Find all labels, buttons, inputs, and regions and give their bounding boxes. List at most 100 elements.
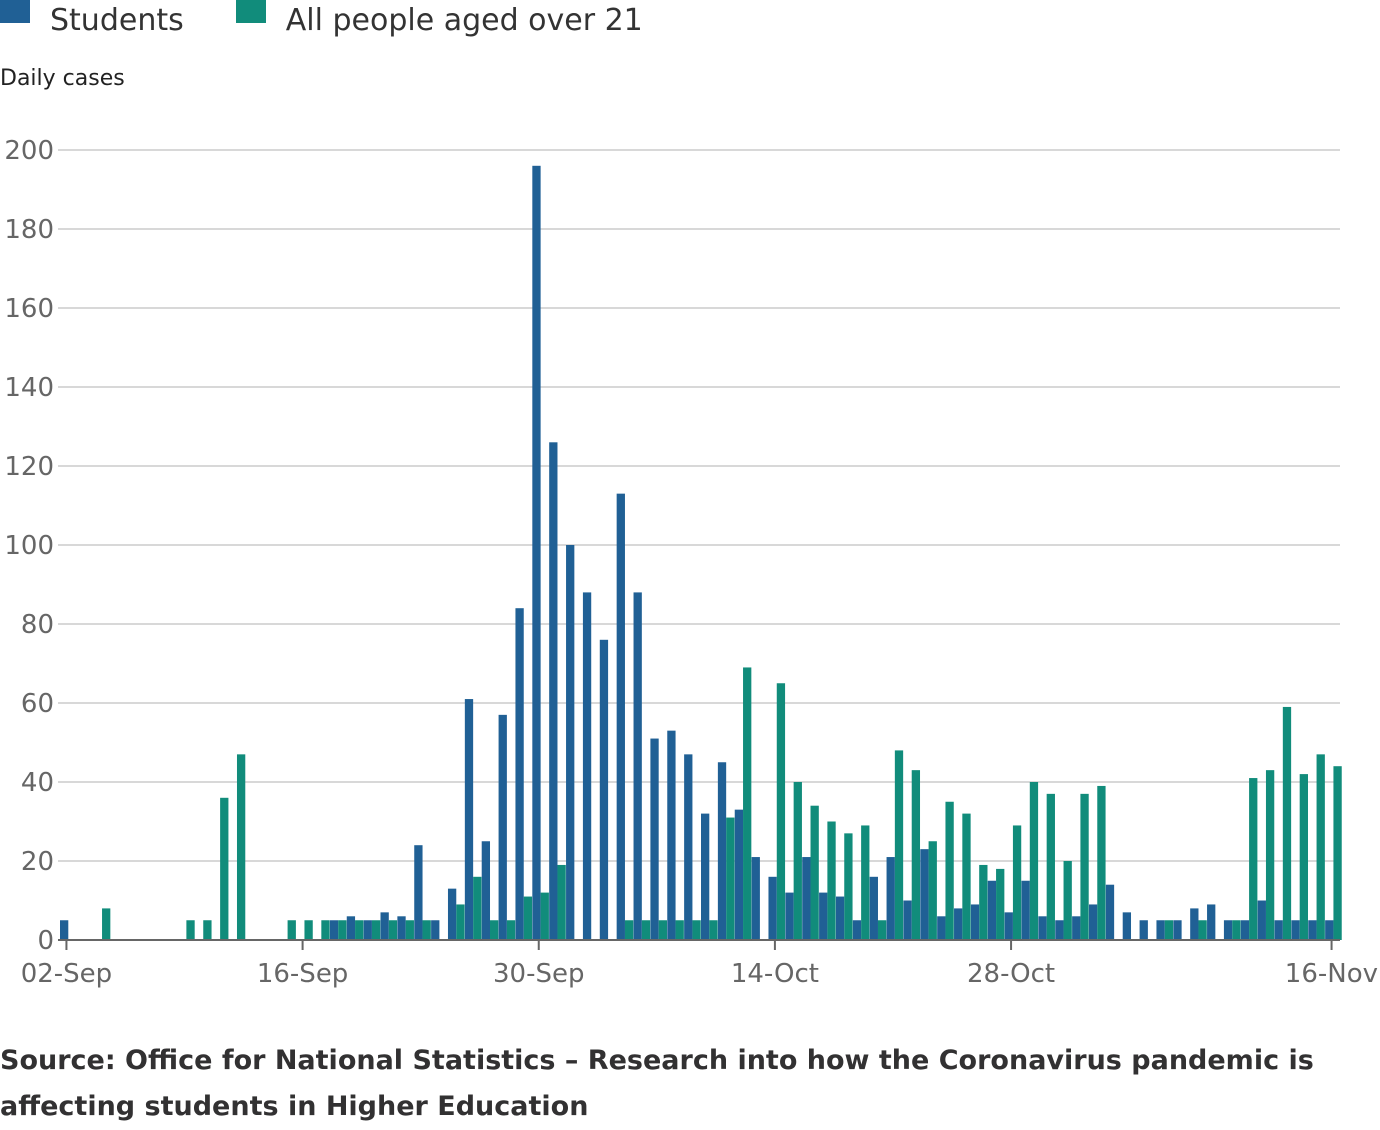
students-bar [1122,912,1132,940]
over21-bar [422,920,431,940]
students-bar [701,813,710,940]
students-bar [1240,920,1250,940]
over21-bar [456,904,465,940]
students-bar [346,916,356,940]
over21-bar [726,817,735,940]
over21-bar [641,920,651,940]
over21-bar [321,920,330,940]
students-bar [717,762,727,940]
students-bar [954,908,963,940]
students-bar [515,608,524,940]
students-bar [970,904,980,940]
over21-bar [844,833,853,940]
students-bar [650,738,659,940]
x-tick-label: 16-Sep [257,959,348,989]
x-tick-label: 16-Nov [1285,959,1378,989]
over21-bar [624,920,634,940]
y-tick-label: 180 [4,215,54,245]
x-tick-label: 28-Oct [967,959,1055,989]
students-bar [1291,920,1300,940]
over21-bar [1029,782,1039,940]
students-bar [734,809,744,940]
students-bar [380,912,389,940]
students-bar [1173,920,1182,940]
over21-bar [793,782,802,940]
over21-bar [1012,825,1022,940]
y-tick-label: 0 [37,926,54,956]
over21-bar [220,797,229,940]
students-bar [1190,908,1199,940]
over21-bar [1080,793,1089,940]
students-bar [1038,916,1047,940]
over21-bar [1265,770,1275,940]
students-bar [447,888,457,940]
over21-bar [287,920,296,940]
y-tick-label: 20 [21,847,54,877]
over21-bar [1232,920,1241,940]
students-bar [414,845,423,940]
students-bar [532,165,541,941]
students-bar [616,493,625,940]
over21-bar [1063,861,1072,940]
over21-bar [304,920,313,940]
over21-bar [405,920,414,940]
students-bar [684,754,693,940]
over21-bar [557,864,566,940]
over21-bar [962,813,971,940]
over21-bar [186,920,195,940]
legend-label-over21: All people aged over 21 [285,2,643,38]
y-tick-label: 40 [21,768,54,798]
over21-bar [945,801,954,940]
y-axis-label: Daily cases [0,66,125,91]
y-tick-label: 120 [4,452,54,482]
students-bar [667,730,676,940]
students-bar [329,920,339,940]
students-bar [1325,920,1334,940]
students-bar [1021,880,1030,940]
students-bar [1088,904,1098,940]
students-bar [903,900,912,940]
students-bar [582,592,592,940]
over21-bar [102,908,111,940]
y-tick-label: 60 [21,689,54,719]
over21-bar [861,825,870,940]
source-caption: Source: Office for National Statistics –… [0,1045,1314,1122]
over21-bar [540,892,549,940]
students-bar [481,841,491,940]
students-bar [1207,904,1216,940]
over21-bar [776,683,786,940]
y-tick-label: 80 [21,610,54,640]
over21-bar [979,864,988,940]
students-bar [835,896,845,940]
over21-bar [1249,778,1258,940]
x-tick-label: 30-Sep [493,959,584,989]
over21-bar [1097,785,1106,940]
students-bar [1223,920,1233,940]
y-tick-label: 200 [4,136,54,166]
students-bar [363,920,372,940]
over21-bar [996,868,1005,940]
over21-bar [675,920,684,940]
students-bar [1308,920,1317,940]
students-bar [1156,920,1165,940]
over21-bar [743,667,752,940]
legend-item-students[interactable]: Students [0,0,184,38]
over21-bar [1299,774,1308,940]
y-tick-label: 100 [4,531,54,561]
students-bar [633,592,642,940]
y-tick-label: 140 [4,373,54,403]
legend: Students All people aged over 21 [0,0,695,40]
students-bar [768,876,777,940]
over21-bar [388,920,398,940]
students-bar [464,699,474,940]
legend-item-over21[interactable]: All people aged over 21 [235,0,643,38]
over21-bar [877,920,887,940]
students-bar [549,442,558,940]
x-tick-label: 14-Oct [731,959,819,989]
over21-bar [236,754,246,940]
students-bar [1257,900,1266,940]
over21-bar [1164,920,1174,940]
over21-bar [1046,793,1055,940]
students-bar [852,920,862,940]
over21-bar [1333,766,1342,940]
